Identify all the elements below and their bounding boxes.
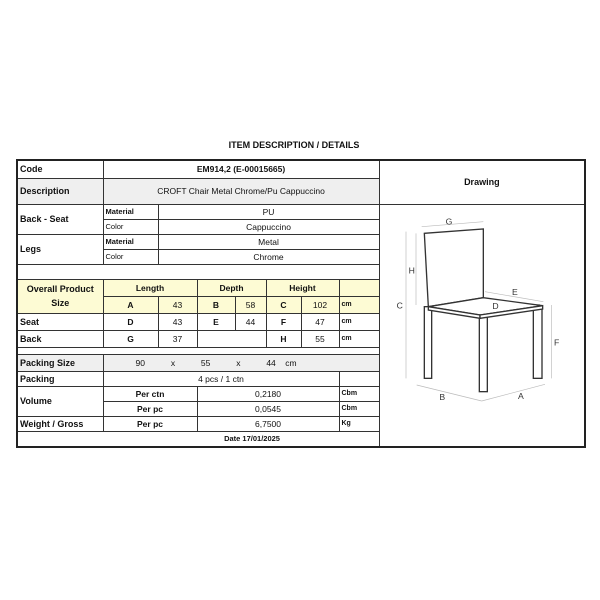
volume-per-ctn-label: Per ctn [102,385,198,402]
code-row: Code EM914,2 (E-00015665) Drawing [16,159,586,205]
volume-per-pc: 0,0545 [196,400,340,417]
seat-unit: cm [338,312,380,331]
item-details-table: Code EM914,2 (E-00015665) Drawing Descri… [16,159,587,448]
back-label: Back [16,329,104,348]
legs-color-row: Color Chrome [17,248,585,265]
packing-value: 4 pcs / 1 ctn [102,370,340,387]
height-header: Height [265,278,340,297]
drawing-label-g: G [445,216,452,226]
packing-size-row: Packing Size 90 x 55 x 44 cm [16,353,585,372]
packing-label: Packing [16,370,104,387]
dim-letter-a: A [102,295,159,314]
dim-value-e: 44 [234,312,267,331]
legs-label: Legs [16,233,104,265]
legs-color-label: Color [102,248,159,265]
back-unit: cm [338,329,380,348]
seat-label: Seat [16,312,104,331]
packing-height: 44 cm [266,357,296,369]
overall-header-row: Overall Product Size Length Depth Height [16,278,585,314]
legs-color: Chrome [157,248,380,265]
dim-value-a: 43 [157,295,198,314]
dim-letter-f: F [265,312,302,331]
dim-letter-e: E [196,312,236,331]
volume-per-pc-label: Per pc [102,400,198,417]
drawing-label-d: D [492,301,498,311]
chair-leg-back-right [532,305,543,379]
depth-header: Depth [196,278,267,297]
packing-size-label: Packing Size [16,353,104,372]
volume-per-ctn: 0,2180 [196,385,340,402]
dim-letter-d: D [102,312,159,331]
description-row: Description CROFT Chair Metal Chrome/Pu … [16,177,585,205]
packing-row: Packing 4 pcs / 1 ctn [16,370,585,387]
chair-leg-back-left [423,305,432,379]
times-sign: x [236,357,241,368]
description-label: Description [16,177,104,205]
back-seat-label: Back - Seat [16,203,104,235]
volume-per-pc-unit: Cbm [338,400,380,417]
dim-letter-h: H [265,329,302,348]
dim-value-g: 37 [157,329,198,348]
packing-unit: cm [285,357,297,368]
dim-letter-b: B [196,295,236,314]
volume-label: Volume [16,385,104,417]
chair-drawing: G H C E D F B A [396,216,559,402]
dim-line-g [421,220,483,227]
drawing-label-b: B [439,392,445,402]
dim-line-e [484,290,543,302]
packing-length: 90 [135,357,145,368]
packing-height-value: 44 [266,357,276,368]
chair-back-panel [423,227,484,307]
packing-width: 55 [200,357,211,368]
document-title: ITEM DESCRIPTION / DETAILS [228,140,360,150]
weight-row: Weight / Gross Per pc 6,7500 Kg [16,415,585,432]
dim-value-c: 102 [300,295,340,314]
back-seat-material: PU [157,203,380,220]
dim-value-f: 47 [300,312,340,331]
code-value: EM914,2 (E-00015665) [102,159,380,179]
back-seat-color-label: Color [102,218,159,235]
volume-per-ctn-unit: Cbm [338,385,380,402]
description-value: CROFT Chair Metal Chrome/Pu Cappuccino [102,177,380,205]
drawing-area: G H C E D F B A [378,203,586,447]
chair-leg-front [478,313,488,392]
legs-material: Metal [157,233,380,250]
drawing-label-c: C [396,300,402,310]
drawing-label-f: F [554,337,559,347]
dim-value-h: 55 [300,329,340,348]
dim-line-a [481,383,545,401]
chair-outline [423,227,543,392]
dim-value-d: 43 [157,312,198,331]
weight-unit: Kg [338,415,380,432]
times-sign: x [170,357,176,368]
weight-label: Weight / Gross [16,415,104,432]
code-label: Code [16,159,104,179]
packing-size-value: 90 x 55 x 44 cm [102,353,380,372]
back-seat-material-label: Material [102,203,159,220]
length-header: Length [102,278,198,297]
back-row: Back G 37 H 55 cm [16,329,585,348]
dim-value-b: 58 [234,295,267,314]
back-seat-material-row: Back - Seat Material PU [16,203,586,447]
back-seat-color: Cappuccino [157,218,380,235]
drawing-label-e: E [512,287,518,297]
dim-line-b [416,384,482,401]
dim-letter-c: C [265,295,302,314]
weight-value: 6,7500 [196,415,340,432]
drawing-label-h: H [408,265,414,275]
drawing-label-a: A [518,391,524,401]
weight-per-pc-label: Per pc [102,415,198,432]
legs-material-label: Material [102,233,159,250]
overall-size-label: Overall Product Size [16,278,104,314]
dim-letter-g: G [102,329,159,348]
chair-seat-edge-right [478,304,543,319]
overall-unit: cm [338,295,380,314]
drawing-header: Drawing [378,159,586,205]
